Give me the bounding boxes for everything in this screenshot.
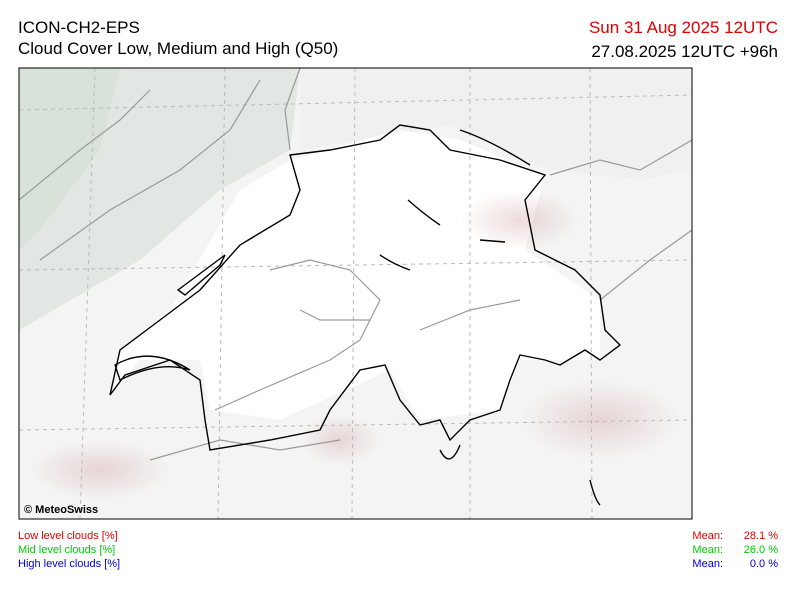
mean-value: 26.0 % xyxy=(743,544,778,556)
mean-value: 0.0 % xyxy=(749,558,778,570)
map-frame xyxy=(18,67,693,520)
mean-label: Mean: xyxy=(692,558,723,570)
copyright: © MeteoSwiss xyxy=(24,504,98,516)
legend-label: Low level clouds [%] xyxy=(18,530,118,542)
mean-label: Mean: xyxy=(692,544,723,556)
subtitle: Cloud Cover Low, Medium and High (Q50) xyxy=(18,39,339,58)
valid-time: Sun 31 Aug 2025 12UTC xyxy=(588,18,778,37)
legend-label: Mid level clouds [%] xyxy=(18,544,116,556)
mean-value: 28.1 % xyxy=(743,530,778,542)
map-layer xyxy=(19,68,692,519)
run-info: 27.08.2025 12UTC +96h xyxy=(591,42,778,61)
mean-label: Mean: xyxy=(692,530,723,542)
legend-label: High level clouds [%] xyxy=(18,558,121,570)
title: ICON-CH2-EPS xyxy=(18,18,140,37)
